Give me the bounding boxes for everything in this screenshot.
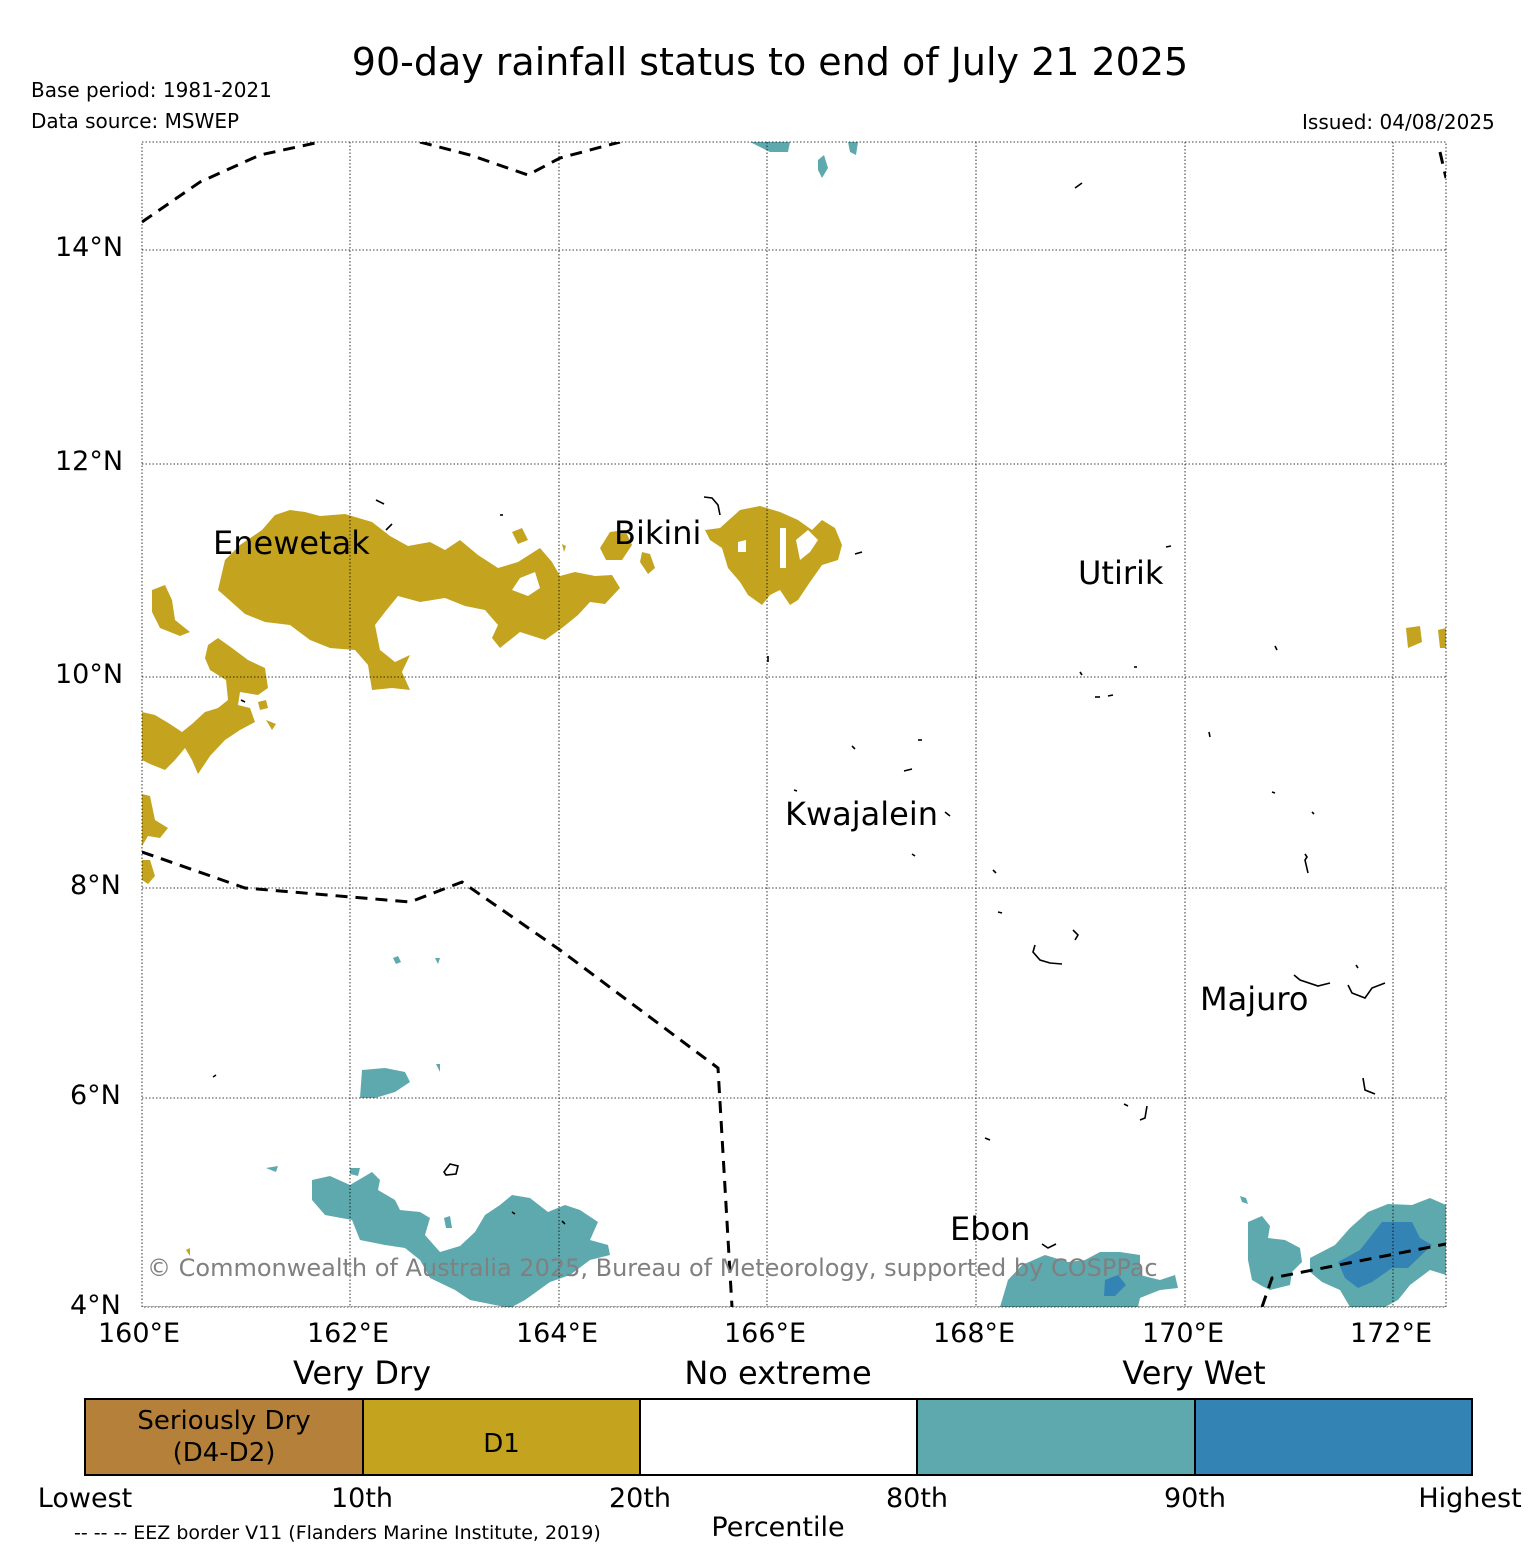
lon-tick-172e: 172°E: [1350, 1318, 1433, 1349]
plot-frame: [141, 141, 1447, 1308]
graticule: [142, 142, 1446, 1307]
percentile-10th: 10th: [330, 1483, 394, 1514]
wet-80-regions: [266, 142, 1446, 1307]
data-source: Data source: MSWEP: [31, 109, 240, 133]
place-utirik: Utirik: [1078, 554, 1164, 592]
island-outlines: [212, 182, 1386, 1249]
legend-very-wet: Very Wet: [1122, 1354, 1266, 1392]
percentile-highest: Highest: [1418, 1483, 1522, 1514]
place-bikini: Bikini: [614, 514, 702, 552]
place-majuro: Majuro: [1200, 980, 1309, 1018]
place-kwajalein: Kwajalein: [785, 795, 939, 833]
percentile-90th: 90th: [1163, 1483, 1227, 1514]
eez-border-note: -- -- -- EEZ border V11 (Flanders Marine…: [74, 1522, 601, 1544]
lat-tick-8n: 8°N: [70, 870, 121, 901]
legend-box-above-90: [1194, 1398, 1473, 1476]
lat-tick-6n: 6°N: [70, 1080, 121, 1111]
legend-box-d1: D1: [362, 1398, 641, 1476]
lat-tick-4n: 4°N: [70, 1290, 121, 1321]
lon-tick-162e: 162°E: [307, 1318, 390, 1349]
d1-regions: [142, 506, 1446, 1256]
lon-tick-166e: 166°E: [724, 1318, 807, 1349]
lat-tick-14n: 14°N: [55, 232, 124, 263]
legend-very-dry: Very Dry: [292, 1354, 432, 1392]
base-period: Base period: 1981-2021: [31, 78, 272, 102]
percentile-axis-label: Percentile: [711, 1512, 845, 1543]
percentile-lowest: Lowest: [37, 1483, 133, 1514]
place-enewetak: Enewetak: [213, 524, 370, 562]
eez-border: [142, 142, 1446, 1307]
percentile-20th: 20th: [608, 1483, 672, 1514]
copyright-notice: © Commonwealth of Australia 2025, Bureau…: [147, 1254, 1158, 1282]
legend-no-extreme: No extreme: [684, 1354, 872, 1392]
issued-date: Issued: 04/08/2025: [1302, 110, 1495, 134]
legend-box-seriously-dry: Seriously Dry (D4-D2): [84, 1398, 364, 1476]
lon-tick-170e: 170°E: [1142, 1318, 1225, 1349]
lon-tick-160e: 160°E: [98, 1318, 181, 1349]
lon-tick-168e: 168°E: [933, 1318, 1016, 1349]
percentile-80th: 80th: [885, 1483, 949, 1514]
legend-box-no-extreme: [639, 1398, 918, 1476]
map-title: 90-day rainfall status to end of July 21…: [351, 40, 1189, 84]
lat-tick-12n: 12°N: [55, 446, 124, 477]
lat-tick-10n: 10°N: [55, 659, 124, 690]
lon-tick-164e: 164°E: [516, 1318, 599, 1349]
place-ebon: Ebon: [950, 1210, 1031, 1248]
legend-box-above-80: [916, 1398, 1196, 1476]
